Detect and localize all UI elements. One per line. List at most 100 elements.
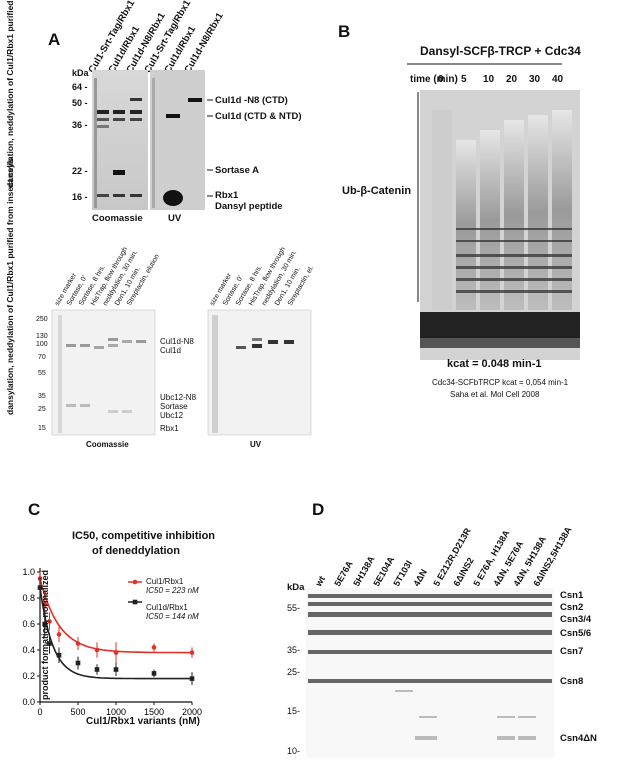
data-point: [151, 671, 157, 676]
d-marker-35: 35-: [287, 645, 301, 655]
coomassie-gel-top: [92, 70, 148, 210]
data-point: [94, 647, 100, 653]
data-point: [37, 585, 43, 590]
legend-item-2-ic50: IC50 = 144 nM: [146, 612, 199, 621]
series-curve: [39, 587, 192, 680]
data-point: [113, 667, 119, 672]
d-band-csn7: Csn7: [560, 646, 584, 657]
time-40: 40: [552, 74, 564, 85]
ub-beta-catenin-label: Ub-β-Catenin: [342, 185, 412, 197]
data-point: [56, 652, 62, 658]
y-tick-label: 0.4: [22, 645, 35, 655]
y-tick-label: 0.6: [22, 619, 35, 629]
data-point: [151, 645, 157, 650]
x-tick-label: 2000: [182, 707, 202, 717]
ubiquitination-gel: [420, 90, 580, 360]
uv-gel-bottom: [207, 309, 312, 436]
legend-marker: [132, 599, 138, 605]
data-point: [113, 650, 119, 655]
caption-uv-bottom: UV: [250, 440, 262, 449]
marker-50: 50 -: [72, 98, 88, 108]
panel-letter-b: B: [338, 22, 351, 41]
panel-letter-a: A: [48, 30, 61, 49]
data-point: [47, 619, 52, 624]
chart-title-line1: IC50, competitive inhibition: [72, 530, 216, 542]
d-band-csn5-6: Csn5/6: [560, 628, 592, 639]
y-tick-label: 0.8: [22, 593, 35, 603]
x-tick-label: 1500: [144, 707, 164, 717]
y-tick-label: 0.2: [22, 671, 35, 681]
lower-marker-15: 15: [38, 425, 46, 432]
data-point: [42, 621, 48, 627]
csn-gel: [306, 588, 554, 758]
y-tick-label: 0.0: [22, 697, 35, 707]
lower-marker-250: 250: [36, 316, 48, 323]
marker-22: 22 -: [72, 166, 88, 176]
data-point: [75, 660, 81, 666]
lower-marker-130: 130: [36, 333, 48, 340]
d-band-csn4dn: Csn4ΔN: [560, 733, 597, 744]
reference-kcat: Cdc34-SCFbTRCP kcat = 0,054 min-1: [432, 378, 569, 387]
d-band-csn2: Csn2: [560, 602, 584, 613]
time-20: 20: [506, 74, 518, 85]
d-kda-label: kDa: [287, 582, 305, 593]
lower-band-ubc12-n8: Ubc12-N8: [160, 393, 197, 402]
reference-citation: Saha et al. Mol Cell 2008: [450, 390, 540, 399]
caption-coomassie-top: Coomassie: [92, 213, 143, 224]
x-tick-label: 500: [70, 707, 85, 717]
data-point: [189, 676, 195, 681]
y-tick-label: 1.0: [22, 567, 35, 577]
legend-item-1-name: Cul1/Rbx1: [146, 577, 184, 586]
d-band-csn1: Csn1: [560, 590, 584, 601]
d-marker-10: 10-: [287, 746, 301, 756]
band-sortase-a: Sortase A: [215, 165, 259, 176]
band-dansyl-peptide: Dansyl peptide: [215, 201, 283, 212]
panel-b-title: Dansyl-SCFβ-TRCP + Cdc34: [420, 44, 581, 58]
legend-item-1-ic50: IC50 = 223 nM: [146, 586, 199, 595]
d-marker-25: 25-: [287, 667, 301, 677]
y-axis-label: product formation, normalized: [40, 569, 50, 700]
lower-band-cul1d-n8: Cul1d-N8: [160, 337, 194, 346]
x-tick-label: 0: [37, 707, 42, 717]
caption-coomassie-bottom: Coomassie: [86, 440, 129, 449]
lower-band-ubc12: Ubc12: [160, 411, 184, 420]
marker-36: 36 -: [72, 120, 88, 130]
marker-16: 16 -: [72, 192, 88, 202]
d-marker-55: 55-: [287, 603, 301, 613]
legend: Cul1/Rbx1 IC50 = 223 nM Cul1d/Rbx1 IC50 …: [126, 577, 199, 621]
x-tick-label: 1000: [106, 707, 126, 717]
data-point: [75, 641, 81, 646]
d-marker-15: 15-: [287, 706, 301, 716]
kda-label: kDa: [72, 68, 89, 78]
band-cul1d: Cul1d (CTD & NTD): [215, 111, 302, 122]
data-point: [94, 667, 100, 672]
uv-gel-top: [150, 70, 205, 210]
d-band-csn8: Csn8: [560, 676, 584, 687]
time-5: 5: [461, 74, 467, 85]
lower-band-sortase: Sortase: [160, 402, 188, 411]
lower-band-rbx1: Rbx1: [160, 424, 179, 433]
time-label: time (min): [410, 74, 458, 85]
marker-64: 64 -: [72, 82, 88, 92]
time-10: 10: [483, 74, 495, 85]
band-rbx1: Rbx1: [215, 190, 239, 201]
lower-marker-35: 35: [38, 393, 46, 400]
lower-marker-25: 25: [38, 406, 46, 413]
lower-marker-100: 100: [36, 341, 48, 348]
lower-marker-70: 70: [38, 354, 46, 361]
caption-uv-top: UV: [168, 213, 182, 224]
x-axis-label: Cul1/Rbx1 variants (nM): [86, 716, 200, 727]
data-point: [47, 641, 52, 646]
data-point: [189, 650, 195, 655]
time-0: 0: [438, 74, 444, 85]
time-30: 30: [529, 74, 541, 85]
legend-item-2-name: Cul1d/Rbx1: [146, 603, 188, 612]
kcat-value: kcat = 0.048 min-1: [447, 358, 542, 370]
chart-title-line2: of deneddylation: [92, 545, 180, 557]
d-band-csn3-4: Csn3/4: [560, 614, 592, 625]
legend-marker: [132, 579, 138, 585]
coomassie-gel-bottom: [51, 309, 156, 436]
data-point: [56, 632, 62, 637]
